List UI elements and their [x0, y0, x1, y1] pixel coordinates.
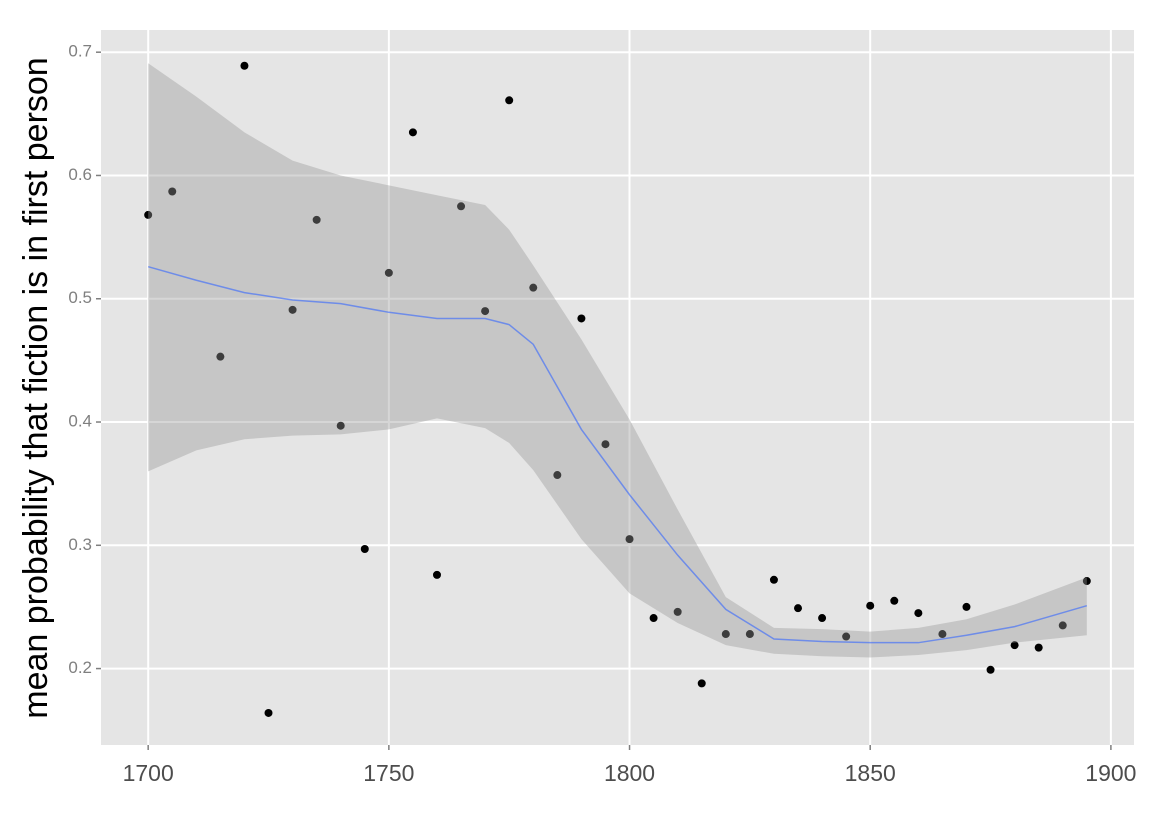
point	[601, 440, 610, 449]
point	[481, 307, 490, 316]
point	[384, 268, 393, 277]
point	[312, 215, 321, 224]
x-tick-label: 1750	[363, 760, 414, 786]
point	[457, 202, 466, 211]
point	[866, 601, 875, 610]
point	[168, 187, 177, 196]
point	[360, 544, 369, 553]
y-tick-label: 0.4	[68, 412, 92, 431]
confidence-band	[148, 63, 1087, 658]
y-tick-label: 0.6	[68, 165, 92, 184]
point	[408, 128, 417, 137]
point	[1034, 643, 1043, 652]
y-tick-label: 0.5	[68, 288, 92, 307]
point	[914, 609, 923, 618]
point	[890, 596, 899, 605]
point	[986, 665, 995, 674]
point	[577, 314, 586, 323]
y-tick-label: 0.7	[68, 42, 92, 61]
point	[842, 632, 851, 641]
point	[794, 604, 803, 613]
point	[216, 352, 225, 361]
point	[769, 575, 778, 584]
x-tick-label: 1700	[123, 760, 174, 786]
point	[553, 471, 562, 480]
point	[288, 305, 297, 314]
point	[938, 630, 947, 639]
point	[240, 61, 249, 70]
point	[721, 630, 730, 639]
point	[529, 283, 538, 292]
x-tick-label: 1850	[845, 760, 896, 786]
x-tick-label: 1900	[1085, 760, 1136, 786]
smooth-line	[147, 265, 1088, 644]
point	[649, 614, 658, 623]
point	[1058, 621, 1067, 630]
point	[673, 607, 682, 616]
point	[745, 630, 754, 639]
point	[625, 535, 634, 544]
point	[962, 602, 971, 611]
point	[1082, 577, 1091, 586]
point	[432, 570, 441, 579]
point	[336, 421, 345, 430]
plot-panel	[101, 30, 1134, 745]
point	[144, 210, 153, 219]
point	[264, 708, 273, 717]
point	[697, 679, 706, 688]
point	[505, 96, 514, 105]
y-tick-label: 0.2	[68, 658, 92, 677]
y-tick-label: 0.3	[68, 535, 92, 554]
point	[1010, 641, 1019, 650]
x-tick-label: 1800	[604, 760, 655, 786]
y-axis-label: mean probability that fiction is in firs…	[17, 57, 55, 718]
point	[818, 614, 827, 623]
